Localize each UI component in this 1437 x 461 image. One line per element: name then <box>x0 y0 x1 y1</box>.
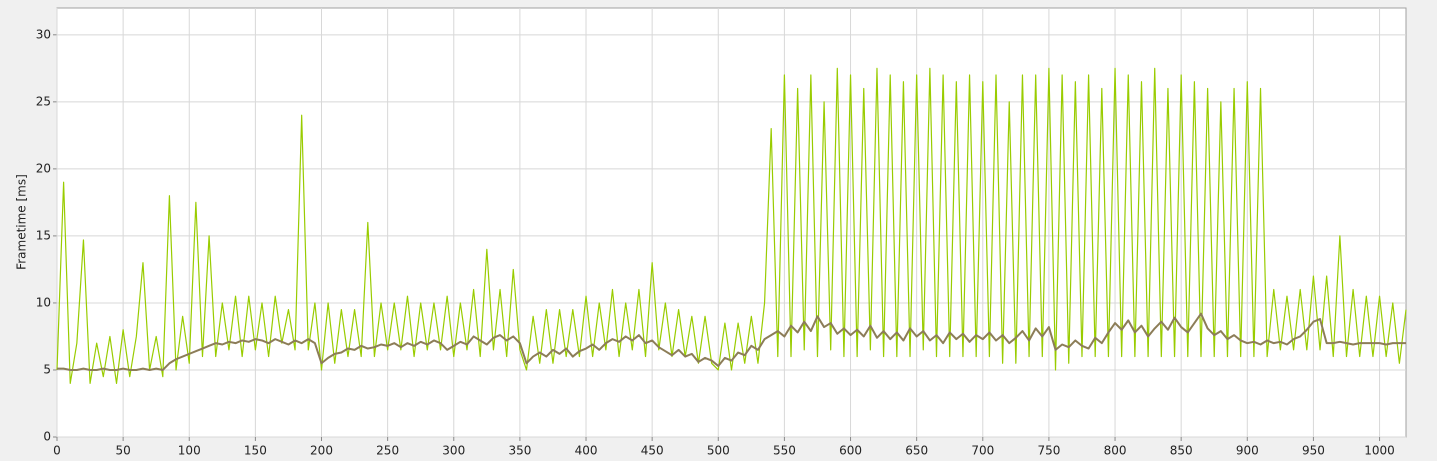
x-tick-label: 200 <box>310 444 333 458</box>
x-tick-label: 100 <box>178 444 201 458</box>
x-tick-label: 500 <box>707 444 730 458</box>
series-line <box>56 67 1407 384</box>
y-tick-label: 30 <box>36 27 51 41</box>
x-tick-label: 600 <box>839 444 862 458</box>
y-tick-label: 20 <box>36 161 51 175</box>
x-tick-label: 1000 <box>1364 444 1395 458</box>
x-tick-label: 900 <box>1236 444 1259 458</box>
y-tick-label: 25 <box>36 94 51 108</box>
x-tick-label: 800 <box>1104 444 1127 458</box>
y-tick-label: 10 <box>36 295 51 309</box>
plot-area <box>56 7 1407 438</box>
x-tick-label: 950 <box>1302 444 1325 458</box>
x-tick-label: 0 <box>53 444 61 458</box>
x-tick-label: 450 <box>641 444 664 458</box>
y-axis-label: Frametime [ms] <box>15 174 29 270</box>
series-line <box>57 312 1406 371</box>
x-tick-label: 50 <box>115 444 130 458</box>
x-tick-label: 550 <box>773 444 796 458</box>
x-tick-label: 350 <box>508 444 531 458</box>
x-tick-label: 250 <box>376 444 399 458</box>
x-tick-label: 400 <box>575 444 598 458</box>
x-tick-label: 650 <box>905 444 928 458</box>
y-tick-label: 0 <box>43 430 51 444</box>
x-tick-label: 300 <box>442 444 465 458</box>
y-tick-label: 15 <box>36 228 51 242</box>
x-tick-label: 750 <box>1037 444 1060 458</box>
x-tick-label: 700 <box>971 444 994 458</box>
x-tick-label: 850 <box>1170 444 1193 458</box>
y-tick-label: 5 <box>43 362 51 376</box>
x-tick-label: 150 <box>244 444 267 458</box>
